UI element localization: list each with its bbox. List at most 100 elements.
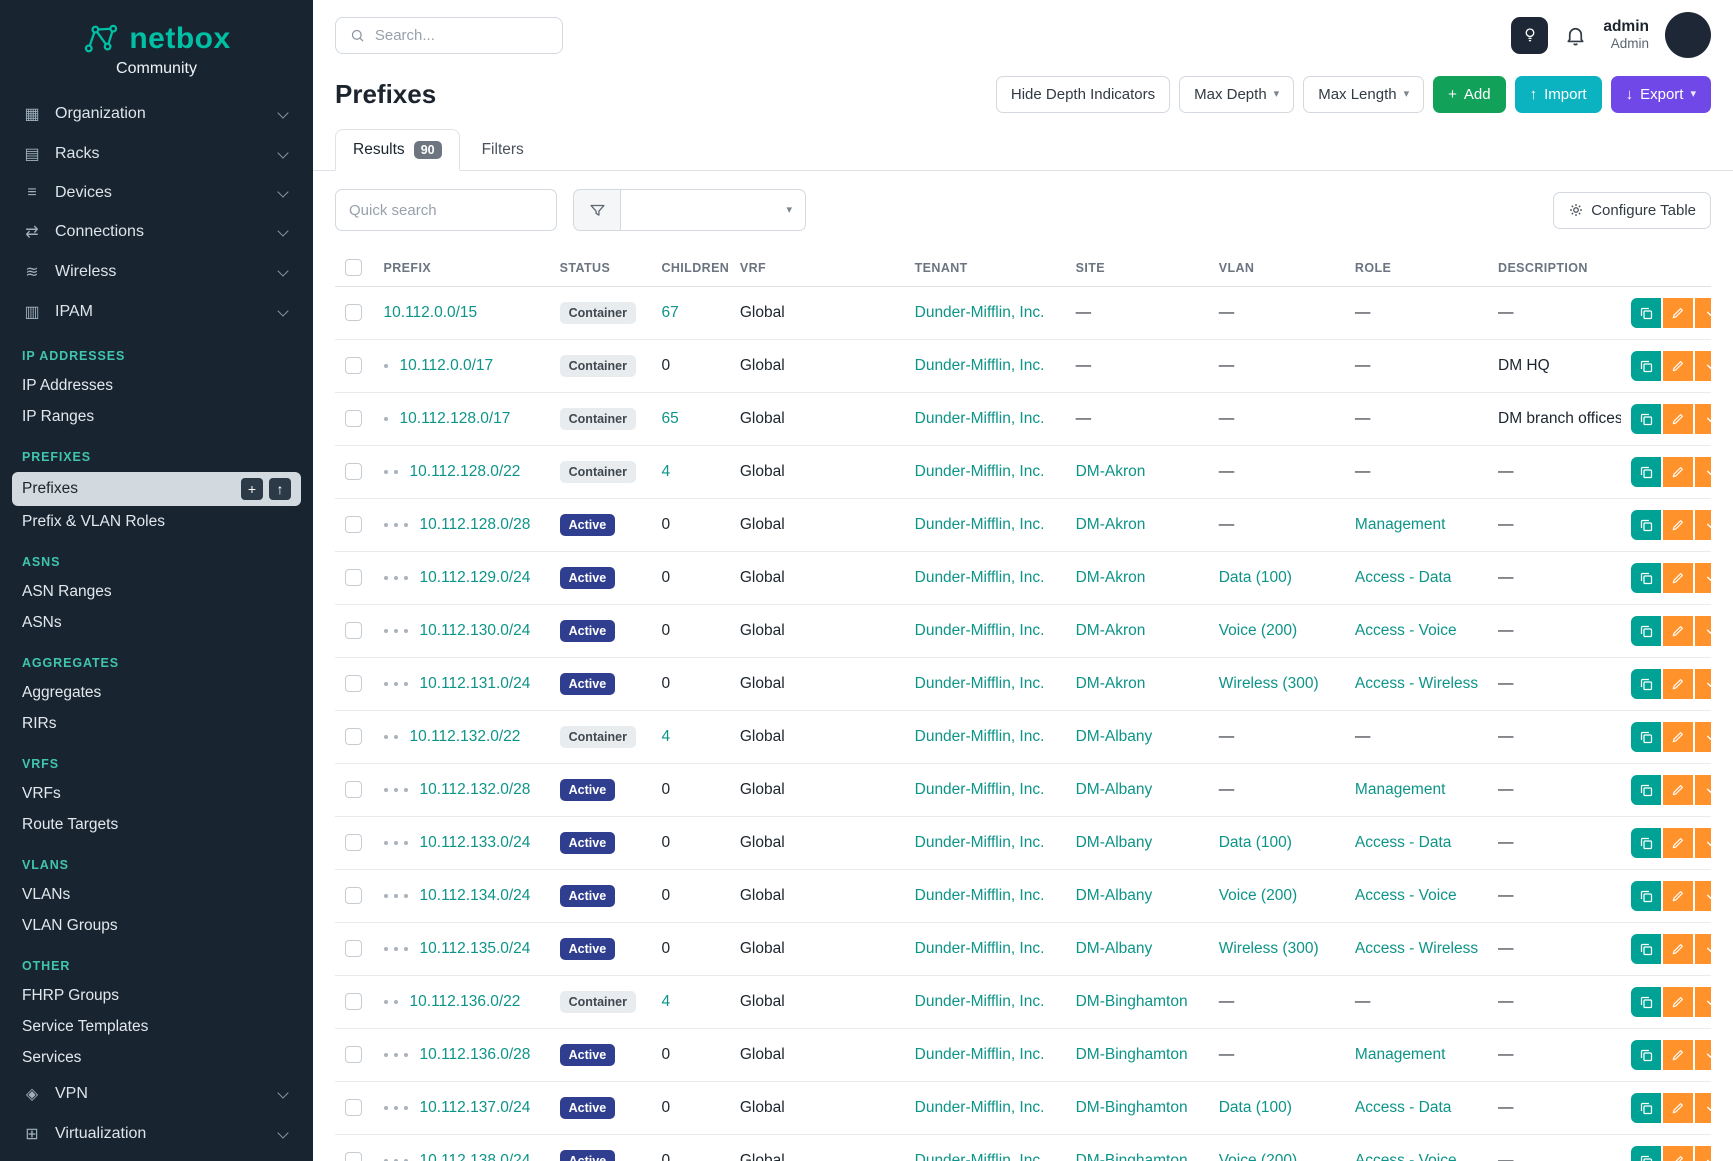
- sidebar-item-vlan-groups[interactable]: VLAN Groups: [12, 911, 301, 941]
- edit-dropdown-button[interactable]: [1695, 351, 1711, 381]
- tenant-link[interactable]: Dunder-Mifflin, Inc.: [915, 781, 1045, 798]
- copy-button[interactable]: [1631, 775, 1661, 805]
- sidebar-item-asns[interactable]: ASNs: [12, 608, 301, 638]
- edit-dropdown-button[interactable]: [1695, 457, 1711, 487]
- site-link[interactable]: DM-Albany: [1076, 887, 1153, 904]
- edit-button[interactable]: [1663, 775, 1693, 805]
- column-header-vrf[interactable]: VRF: [730, 249, 905, 287]
- edit-button[interactable]: [1663, 351, 1693, 381]
- copy-button[interactable]: [1631, 1040, 1661, 1070]
- column-header-description[interactable]: DESCRIPTION: [1488, 249, 1621, 287]
- edit-dropdown-button[interactable]: [1695, 510, 1711, 540]
- copy-button[interactable]: [1631, 722, 1661, 752]
- sidebar-group-ipam[interactable]: ▥IPAM: [0, 292, 313, 332]
- sidebar-item-route-targets[interactable]: Route Targets: [12, 810, 301, 840]
- tenant-link[interactable]: Dunder-Mifflin, Inc.: [915, 993, 1045, 1010]
- edit-button[interactable]: [1663, 987, 1693, 1017]
- edit-button[interactable]: [1663, 563, 1693, 593]
- sidebar-group-vpn[interactable]: ◈VPN: [0, 1074, 313, 1114]
- tenant-link[interactable]: Dunder-Mifflin, Inc.: [915, 1099, 1045, 1116]
- children-count-link[interactable]: 65: [661, 410, 678, 427]
- quick-import-button[interactable]: ↑: [269, 478, 291, 500]
- children-count-link[interactable]: 4: [661, 728, 670, 745]
- children-count-link[interactable]: 4: [661, 463, 670, 480]
- vlan-link[interactable]: Wireless (300): [1219, 940, 1319, 957]
- column-header-children[interactable]: CHILDREN: [651, 249, 729, 287]
- site-link[interactable]: DM-Albany: [1076, 781, 1153, 798]
- edit-button[interactable]: [1663, 298, 1693, 328]
- row-checkbox[interactable]: [345, 1099, 362, 1116]
- sidebar-group-devices[interactable]: ≡Devices: [0, 174, 313, 212]
- edit-button[interactable]: [1663, 1040, 1693, 1070]
- row-checkbox[interactable]: [345, 463, 362, 480]
- edit-button[interactable]: [1663, 722, 1693, 752]
- role-link[interactable]: Access - Wireless: [1355, 675, 1478, 692]
- max-length-dropdown[interactable]: Max Length ▾: [1303, 76, 1424, 113]
- sidebar-group-organization[interactable]: ▦Organization: [0, 94, 313, 134]
- tenant-link[interactable]: Dunder-Mifflin, Inc.: [915, 516, 1045, 533]
- tenant-link[interactable]: Dunder-Mifflin, Inc.: [915, 304, 1045, 321]
- copy-button[interactable]: [1631, 828, 1661, 858]
- edit-dropdown-button[interactable]: [1695, 616, 1711, 646]
- search-input[interactable]: [375, 27, 548, 44]
- export-dropdown-button[interactable]: ↓ Export ▾: [1611, 76, 1711, 113]
- netbox-logo[interactable]: netbox: [0, 14, 313, 56]
- copy-button[interactable]: [1631, 1093, 1661, 1123]
- role-link[interactable]: Access - Voice: [1355, 622, 1457, 639]
- row-checkbox[interactable]: [345, 887, 362, 904]
- site-link[interactable]: DM-Albany: [1076, 728, 1153, 745]
- row-checkbox[interactable]: [345, 940, 362, 957]
- edit-dropdown-button[interactable]: [1695, 563, 1711, 593]
- user-menu[interactable]: admin Admin: [1603, 18, 1649, 53]
- row-checkbox[interactable]: [345, 569, 362, 586]
- prefix-link[interactable]: 10.112.136.0/22: [410, 993, 521, 1010]
- site-link[interactable]: DM-Akron: [1076, 675, 1146, 692]
- prefix-link[interactable]: 10.112.132.0/28: [420, 781, 531, 798]
- copy-button[interactable]: [1631, 1146, 1661, 1161]
- edit-dropdown-button[interactable]: [1695, 934, 1711, 964]
- sidebar-item-prefix-vlan-roles[interactable]: Prefix & VLAN Roles: [12, 507, 301, 537]
- tenant-link[interactable]: Dunder-Mifflin, Inc.: [915, 622, 1045, 639]
- vlan-link[interactable]: Data (100): [1219, 1099, 1292, 1116]
- edit-dropdown-button[interactable]: [1695, 404, 1711, 434]
- row-checkbox[interactable]: [345, 357, 362, 374]
- prefix-link[interactable]: 10.112.128.0/22: [410, 463, 521, 480]
- vlan-link[interactable]: Data (100): [1219, 834, 1292, 851]
- copy-button[interactable]: [1631, 881, 1661, 911]
- tenant-link[interactable]: Dunder-Mifflin, Inc.: [915, 1152, 1045, 1161]
- column-header-prefix[interactable]: PREFIX: [374, 249, 550, 287]
- copy-button[interactable]: [1631, 457, 1661, 487]
- tenant-link[interactable]: Dunder-Mifflin, Inc.: [915, 834, 1045, 851]
- copy-button[interactable]: [1631, 404, 1661, 434]
- edit-dropdown-button[interactable]: [1695, 775, 1711, 805]
- edit-button[interactable]: [1663, 669, 1693, 699]
- role-link[interactable]: Access - Data: [1355, 834, 1451, 851]
- row-checkbox[interactable]: [345, 781, 362, 798]
- site-link[interactable]: DM-Binghamton: [1076, 1099, 1188, 1116]
- prefix-link[interactable]: 10.112.135.0/24: [420, 940, 531, 957]
- edit-dropdown-button[interactable]: [1695, 1146, 1711, 1161]
- prefix-link[interactable]: 10.112.128.0/28: [420, 516, 531, 533]
- edit-button[interactable]: [1663, 404, 1693, 434]
- row-checkbox[interactable]: [345, 622, 362, 639]
- tenant-link[interactable]: Dunder-Mifflin, Inc.: [915, 887, 1045, 904]
- vlan-link[interactable]: Wireless (300): [1219, 675, 1319, 692]
- prefix-link[interactable]: 10.112.0.0/17: [400, 357, 494, 374]
- row-checkbox[interactable]: [345, 834, 362, 851]
- row-checkbox[interactable]: [345, 728, 362, 745]
- copy-button[interactable]: [1631, 616, 1661, 646]
- copy-button[interactable]: [1631, 934, 1661, 964]
- role-link[interactable]: Management: [1355, 781, 1445, 798]
- row-checkbox[interactable]: [345, 675, 362, 692]
- quick-search-input[interactable]: [335, 189, 557, 231]
- configure-table-button[interactable]: Configure Table: [1553, 192, 1711, 229]
- column-header-role[interactable]: ROLE: [1345, 249, 1488, 287]
- prefix-link[interactable]: 10.112.128.0/17: [400, 410, 511, 427]
- notifications-button[interactable]: [1564, 24, 1587, 47]
- sidebar-group-virtualization[interactable]: ⊞Virtualization: [0, 1114, 313, 1154]
- site-link[interactable]: DM-Binghamton: [1076, 1046, 1188, 1063]
- site-link[interactable]: DM-Akron: [1076, 622, 1146, 639]
- edit-button[interactable]: [1663, 934, 1693, 964]
- edit-button[interactable]: [1663, 616, 1693, 646]
- copy-button[interactable]: [1631, 563, 1661, 593]
